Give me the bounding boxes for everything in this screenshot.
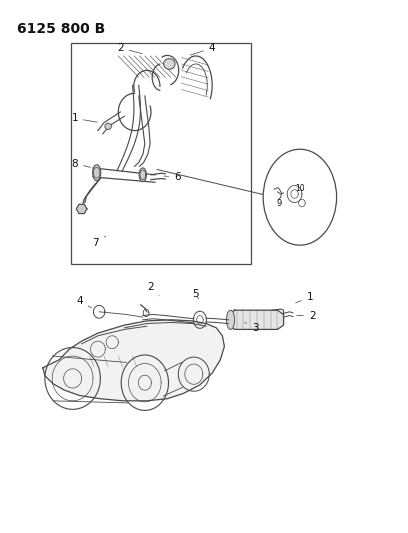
Text: 6: 6 — [164, 172, 181, 182]
Ellipse shape — [139, 168, 146, 182]
Text: 4: 4 — [190, 43, 215, 55]
Polygon shape — [76, 204, 87, 214]
Ellipse shape — [105, 123, 111, 130]
Text: 2: 2 — [297, 311, 315, 320]
Ellipse shape — [93, 165, 101, 181]
Text: 2: 2 — [148, 282, 159, 296]
Text: 1: 1 — [295, 293, 313, 303]
Ellipse shape — [164, 59, 175, 69]
Bar — [71, 43, 251, 264]
Text: 6125 800 B: 6125 800 B — [17, 22, 105, 36]
Text: 5: 5 — [193, 289, 199, 299]
Text: 4: 4 — [76, 296, 91, 308]
Text: 8: 8 — [71, 159, 90, 168]
Polygon shape — [43, 320, 224, 401]
Text: 1: 1 — [71, 114, 97, 123]
Text: 3: 3 — [245, 322, 258, 333]
Circle shape — [263, 149, 337, 245]
Polygon shape — [228, 310, 284, 329]
Ellipse shape — [226, 310, 235, 329]
Text: 7: 7 — [93, 236, 106, 247]
Text: 10: 10 — [295, 184, 305, 193]
Text: 9: 9 — [277, 199, 282, 208]
Text: 2: 2 — [117, 43, 142, 54]
